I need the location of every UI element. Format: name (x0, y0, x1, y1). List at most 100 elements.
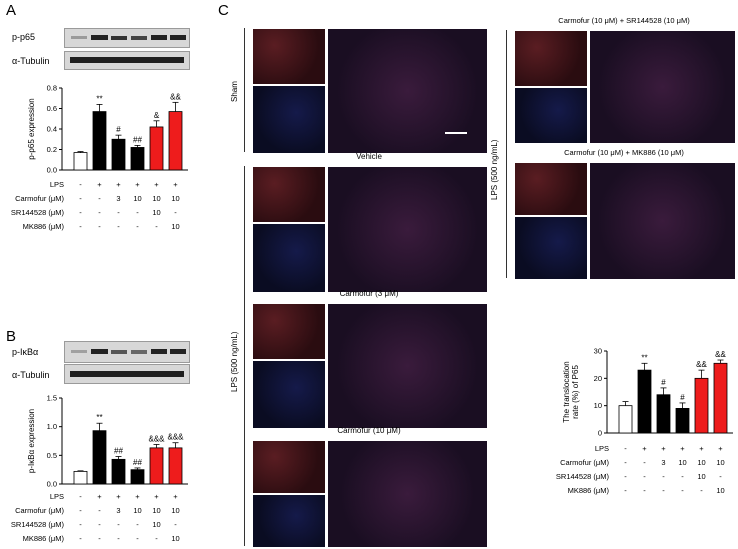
micrograph-sham-dapi (252, 85, 326, 154)
table-cell: 10 (152, 208, 161, 217)
treatment-table-c: LPS - + + + + + Carmofur (μM) - - 3 10 10 10 SR144528 … (545, 444, 735, 504)
blot-tubulin-a (64, 51, 190, 70)
chart-b-bar (111, 458, 126, 485)
micrograph-vehicle-dapi (252, 223, 326, 293)
blot-bands (70, 371, 184, 377)
chart-b-ylabel: p-IκBα expression (27, 409, 36, 473)
table-cell: - (117, 534, 120, 543)
table-cell: - (174, 208, 177, 217)
chart-a-sig-label: && (170, 92, 181, 101)
table-cell: 3 (661, 458, 666, 467)
blot-label-p-p65: p-p65 (12, 32, 36, 42)
table-cell: 10 (133, 194, 142, 203)
chart-a-bar (111, 138, 126, 171)
table-cell: + (116, 180, 121, 189)
chart-c-bar (713, 362, 728, 434)
chart-b-bar (130, 469, 145, 485)
table-cell: 10 (716, 458, 725, 467)
table-cell: - (700, 486, 703, 495)
chart-a-sig-label: ## (133, 135, 142, 144)
chart-p-ikba: 0.0 0.5 1.0 1.5 p-IκBα expression ** ## ## &&& &&… (27, 394, 188, 489)
label-lps-left: LPS (500 ng/mL) (230, 331, 239, 392)
chart-c-bar (637, 369, 652, 434)
chart-b-sig-label: ** (96, 413, 102, 422)
table-cell: - (79, 520, 82, 529)
micrograph-carmofur3-merge (327, 303, 488, 429)
table-cell: + (135, 180, 140, 189)
blot-bands (70, 57, 184, 63)
micrograph-carmofur10-dapi (252, 494, 326, 548)
bracket-line-lps-right (506, 30, 507, 278)
table-cell: - (79, 180, 82, 189)
table-cell: - (79, 222, 82, 231)
label-lps-right: LPS (500 ng/mL) (490, 139, 499, 200)
blot-label-tubulin-b: α-Tubulin (12, 370, 50, 380)
table-cell: 10 (171, 506, 180, 515)
table-cell: 10 (697, 472, 706, 481)
micrograph-sham-p65 (252, 28, 326, 85)
micrograph-carmofur10-merge (327, 440, 488, 548)
blot-p-p65 (64, 28, 190, 48)
table-cell: - (624, 472, 627, 481)
table-cell: - (79, 208, 82, 217)
chart-a-ylabel: p-p65 expression (27, 98, 36, 159)
panel-letter-c: C (218, 2, 229, 19)
chart-a-sig-label: & (154, 111, 160, 120)
chart-a-sig-label: ** (96, 94, 102, 103)
chart-a-bar (130, 147, 145, 171)
micrograph-carmofur10-p65 (252, 440, 326, 494)
panel-letter-b: B (6, 328, 17, 345)
table-row-label: SR144528 (μM) (10, 520, 64, 529)
blot-bands (71, 349, 186, 354)
table-cell: - (624, 458, 627, 467)
table-cell: - (98, 208, 101, 217)
table-row-label: Carmofur (μM) (560, 458, 609, 467)
micrograph-carm-sr-merge (589, 30, 736, 144)
chart-a-ytick-label: 0.0 (47, 166, 57, 175)
table-cell: - (136, 222, 139, 231)
micrograph-carm-mk-dapi (514, 216, 588, 280)
micrograph-carm-sr-p65 (514, 30, 588, 87)
blot-p-ikba (64, 341, 190, 363)
table-cell: - (98, 506, 101, 515)
treatment-table-b: LPS - + + + + + Carmofur (μM) - - 3 10 10 10 SR144528 … (0, 492, 200, 549)
label-carmofur-sr144528: Carmofur (10 μM) + SR144528 (10 μM) (558, 16, 690, 25)
table-cell: - (98, 534, 101, 543)
table-cell: + (97, 492, 102, 501)
table-cell: - (643, 458, 646, 467)
table-cell: - (155, 222, 158, 231)
table-cell: - (136, 534, 139, 543)
chart-a-bar (149, 126, 164, 171)
table-cell: 10 (152, 520, 161, 529)
chart-c-sig-label: # (661, 378, 666, 387)
chart-b-ytick-label: 1.5 (47, 394, 57, 403)
table-cell: - (117, 208, 120, 217)
table-cell: - (98, 520, 101, 529)
chart-translocation: 0 10 20 30 The translocation rate (%) of P65 *… (562, 347, 733, 438)
micrograph-carmofur3-p65 (252, 303, 326, 360)
blot-label-tubulin-a: α-Tubulin (12, 56, 50, 66)
table-row-label: LPS (49, 492, 64, 501)
chart-c-ytick-label: 30 (594, 347, 602, 356)
chart-c-bar (618, 405, 633, 434)
chart-a-ytick-label: 0.4 (47, 125, 57, 134)
chart-a-ytick-label: 0.2 (47, 145, 57, 154)
micrograph-vehicle-merge (327, 166, 488, 293)
blot-label-p-ikba: p-IκBα (12, 347, 39, 357)
blot-tubulin-b (64, 364, 190, 384)
table-cell: 10 (152, 506, 161, 515)
label-vehicle: Vehicle (356, 152, 382, 161)
chart-a-ytick-label: 0.8 (47, 84, 57, 93)
table-cell: - (624, 444, 627, 453)
table-cell: + (699, 444, 704, 453)
chart-b-bar (168, 447, 183, 485)
table-row-label: MK886 (μM) (567, 486, 609, 495)
chart-b-ytick-label: 0.5 (47, 451, 57, 460)
table-cell: 10 (171, 194, 180, 203)
table-cell: + (718, 444, 723, 453)
table-cell: - (79, 194, 82, 203)
treatment-table-a: LPS - + + + + + Carmofur (μM) - - 3 10 10 10 SR144528 … (0, 180, 200, 240)
chart-c-ytick-label: 0 (598, 429, 602, 438)
blot-bands (71, 35, 186, 40)
table-cell: - (624, 486, 627, 495)
